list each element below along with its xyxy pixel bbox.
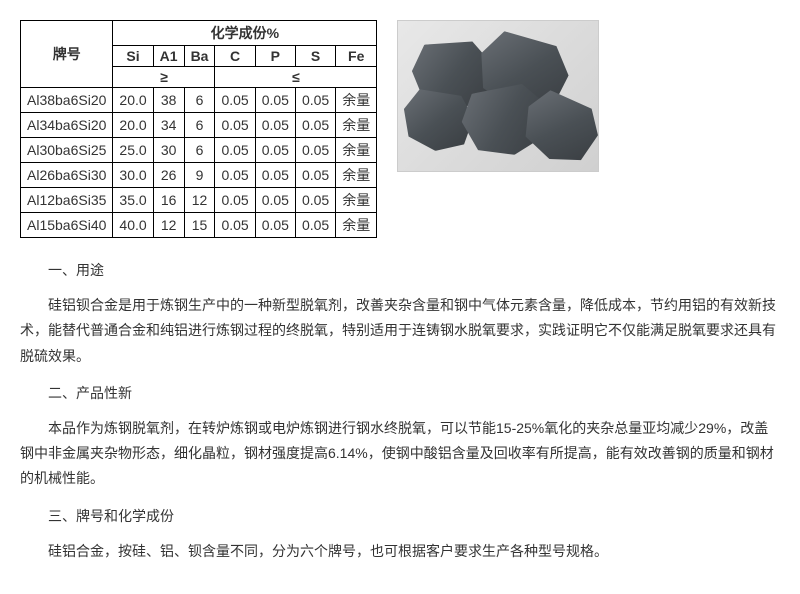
product-photo (397, 20, 599, 172)
cell-fe: 余量 (336, 213, 377, 238)
table-row: Al34ba6Si20 20.0 34 6 0.05 0.05 0.05 余量 (21, 113, 377, 138)
cell-c: 0.05 (215, 188, 255, 213)
cell-al: 38 (153, 88, 184, 113)
cell-p: 0.05 (255, 88, 295, 113)
cell-s: 0.05 (295, 163, 335, 188)
col-fe: Fe (336, 46, 377, 67)
cell-si: 35.0 (113, 188, 153, 213)
col-grade: 牌号 (21, 21, 113, 88)
table-row: Al26ba6Si30 30.0 26 9 0.05 0.05 0.05 余量 (21, 163, 377, 188)
section-heading-performance: 二、产品性新 (20, 381, 780, 406)
cell-fe: 余量 (336, 163, 377, 188)
cell-ba: 6 (184, 88, 215, 113)
cell-grade: Al12ba6Si35 (21, 188, 113, 213)
col-s: S (295, 46, 335, 67)
col-c: C (215, 46, 255, 67)
cell-si: 25.0 (113, 138, 153, 163)
paragraph-grades: 硅铝合金，按硅、铝、钡含量不同，分为六个牌号，也可根据客户要求生产各种型号规格。 (20, 539, 780, 564)
cell-s: 0.05 (295, 138, 335, 163)
cell-si: 20.0 (113, 88, 153, 113)
cell-al: 30 (153, 138, 184, 163)
section-heading-usage: 一、用途 (20, 258, 780, 283)
cell-ba: 6 (184, 138, 215, 163)
cell-grade: Al34ba6Si20 (21, 113, 113, 138)
col-chem: 化学成份% (113, 21, 377, 46)
cell-c: 0.05 (215, 88, 255, 113)
ge-label: ≥ (113, 67, 215, 88)
col-al: A1 (153, 46, 184, 67)
cell-ba: 12 (184, 188, 215, 213)
paragraph-performance: 本品作为炼钢脱氧剂，在转炉炼钢或电炉炼钢进行钢水终脱氧，可以节能15-25%氧化… (20, 416, 780, 492)
cell-si: 40.0 (113, 213, 153, 238)
table-row: Al15ba6Si40 40.0 12 15 0.05 0.05 0.05 余量 (21, 213, 377, 238)
cell-p: 0.05 (255, 163, 295, 188)
table-body: Al38ba6Si20 20.0 38 6 0.05 0.05 0.05 余量 … (21, 88, 377, 238)
cell-ba: 9 (184, 163, 215, 188)
text-section: 一、用途 硅铝钡合金是用于炼钢生产中的一种新型脱氧剂，改善夹杂含量和钢中气体元素… (20, 258, 780, 564)
col-ba: Ba (184, 46, 215, 67)
cell-al: 34 (153, 113, 184, 138)
cell-c: 0.05 (215, 213, 255, 238)
cell-p: 0.05 (255, 138, 295, 163)
cell-si: 20.0 (113, 113, 153, 138)
cell-fe: 余量 (336, 138, 377, 163)
cell-grade: Al38ba6Si20 (21, 88, 113, 113)
table-row: Al38ba6Si20 20.0 38 6 0.05 0.05 0.05 余量 (21, 88, 377, 113)
cell-s: 0.05 (295, 213, 335, 238)
cell-p: 0.05 (255, 213, 295, 238)
cell-c: 0.05 (215, 163, 255, 188)
cell-fe: 余量 (336, 188, 377, 213)
cell-ba: 15 (184, 213, 215, 238)
col-si: Si (113, 46, 153, 67)
cell-fe: 余量 (336, 113, 377, 138)
section-heading-grades: 三、牌号和化学成份 (20, 504, 780, 529)
table-row: Al12ba6Si35 35.0 16 12 0.05 0.05 0.05 余量 (21, 188, 377, 213)
composition-table: 牌号 化学成份% Si A1 Ba C P S Fe ≥ ≤ Al38ba6Si… (20, 20, 377, 238)
cell-grade: Al26ba6Si30 (21, 163, 113, 188)
le-label: ≤ (215, 67, 377, 88)
cell-al: 16 (153, 188, 184, 213)
cell-grade: Al30ba6Si25 (21, 138, 113, 163)
cell-c: 0.05 (215, 138, 255, 163)
cell-al: 12 (153, 213, 184, 238)
cell-ba: 6 (184, 113, 215, 138)
cell-si: 30.0 (113, 163, 153, 188)
cell-al: 26 (153, 163, 184, 188)
cell-s: 0.05 (295, 188, 335, 213)
cell-s: 0.05 (295, 88, 335, 113)
paragraph-usage: 硅铝钡合金是用于炼钢生产中的一种新型脱氧剂，改善夹杂含量和钢中气体元素含量，降低… (20, 293, 780, 369)
top-row: 牌号 化学成份% Si A1 Ba C P S Fe ≥ ≤ Al38ba6Si… (20, 20, 780, 238)
table-header-row-1: 牌号 化学成份% (21, 21, 377, 46)
cell-fe: 余量 (336, 88, 377, 113)
cell-p: 0.05 (255, 113, 295, 138)
cell-s: 0.05 (295, 113, 335, 138)
table-row: Al30ba6Si25 25.0 30 6 0.05 0.05 0.05 余量 (21, 138, 377, 163)
cell-grade: Al15ba6Si40 (21, 213, 113, 238)
col-p: P (255, 46, 295, 67)
cell-p: 0.05 (255, 188, 295, 213)
cell-c: 0.05 (215, 113, 255, 138)
